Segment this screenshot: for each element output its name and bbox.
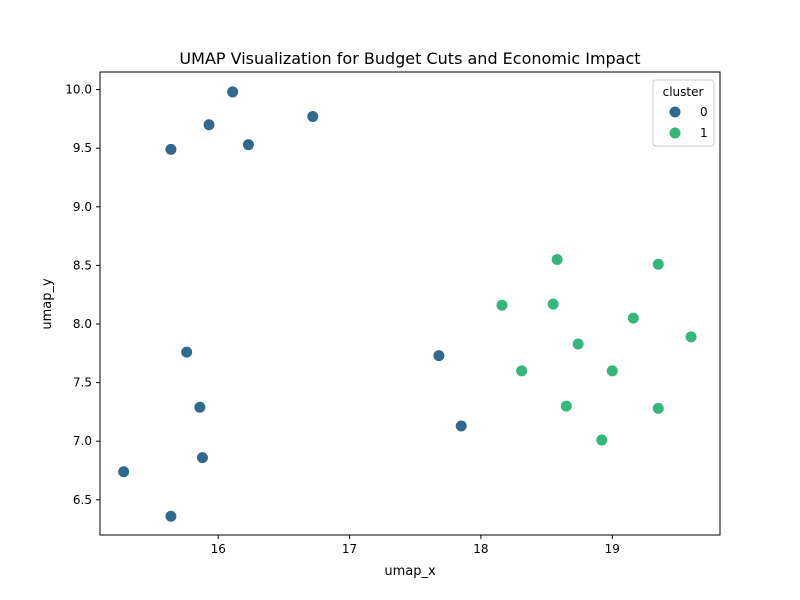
- data-points: [117, 85, 698, 523]
- y-tick-label: 7.5: [73, 376, 92, 390]
- y-axis-label: umap_y: [40, 278, 55, 330]
- cluster-0-point: [432, 349, 446, 363]
- legend-box: [652, 79, 715, 147]
- y-tick-label: 8.5: [73, 258, 92, 272]
- legend-marker-0: [668, 105, 682, 119]
- cluster-0-point: [454, 419, 468, 433]
- y-tick-label: 9.0: [73, 200, 92, 214]
- cluster-0-point: [202, 118, 216, 132]
- plot-area: 16 17 18 19 6.5 7.0 7.5 8.0 8.5 9.0 9.5 10.0: [65, 71, 721, 556]
- legend-label-1: 1: [700, 126, 708, 140]
- cluster-0-point: [180, 345, 194, 359]
- cluster-0-point: [193, 400, 207, 414]
- legend-marker-1: [668, 126, 682, 140]
- y-axis-ticks: 6.5 7.0 7.5 8.0 8.5 9.0 9.5 10.0: [65, 83, 100, 507]
- plot-frame: [99, 71, 721, 536]
- cluster-1-point: [571, 337, 585, 351]
- cluster-1-point: [595, 433, 609, 447]
- cluster-1-point: [546, 297, 560, 311]
- cluster-1-point: [651, 401, 665, 415]
- y-tick-label: 7.0: [73, 434, 92, 448]
- cluster-0-point: [241, 138, 255, 152]
- cluster-0-point: [226, 85, 240, 99]
- cluster-0-point: [164, 509, 178, 523]
- x-tick-label: 18: [473, 542, 488, 556]
- x-axis-ticks: 16 17 18 19: [211, 535, 620, 556]
- cluster-1-point: [495, 298, 509, 312]
- x-tick-label: 19: [605, 542, 620, 556]
- x-axis-label: umap_x: [384, 564, 436, 579]
- legend-title: cluster: [663, 85, 704, 99]
- chart-title: UMAP Visualization for Budget Cuts and E…: [179, 49, 640, 68]
- legend-label-0: 0: [700, 105, 708, 119]
- x-tick-label: 16: [211, 542, 226, 556]
- cluster-1-point: [651, 257, 665, 271]
- cluster-1-point: [515, 364, 529, 378]
- cluster-0-point: [164, 142, 178, 156]
- y-tick-label: 10.0: [65, 83, 92, 97]
- y-tick-label: 6.5: [73, 493, 92, 507]
- y-tick-label: 9.5: [73, 141, 92, 155]
- cluster-1-point: [684, 330, 698, 344]
- legend: cluster 0 1: [652, 79, 715, 147]
- cluster-1-point: [559, 399, 573, 413]
- cluster-1-point: [605, 364, 619, 378]
- x-tick-label: 17: [342, 542, 357, 556]
- cluster-0-point: [195, 451, 209, 465]
- cluster-1-point: [550, 253, 564, 267]
- cluster-1-point: [626, 311, 640, 325]
- cluster-0-point: [306, 110, 320, 124]
- y-tick-label: 8.0: [73, 317, 92, 331]
- cluster-0-point: [117, 465, 131, 479]
